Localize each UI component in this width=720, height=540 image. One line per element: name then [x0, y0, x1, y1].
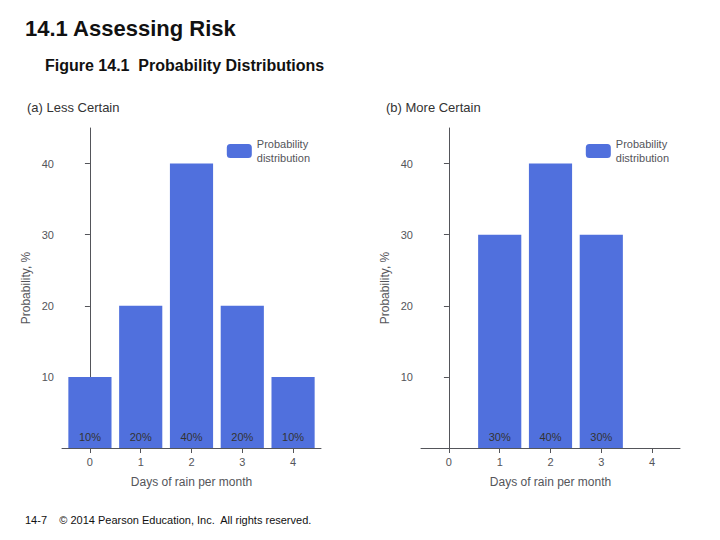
svg-text:0: 0 — [446, 456, 452, 468]
svg-text:(a) Less Certain: (a) Less Certain — [27, 100, 119, 115]
svg-text:20%: 20% — [130, 431, 152, 443]
svg-text:10: 10 — [401, 371, 413, 383]
svg-text:10%: 10% — [79, 431, 101, 443]
svg-text:distribution: distribution — [616, 152, 669, 164]
svg-text:20%: 20% — [231, 431, 253, 443]
svg-text:14-7 © 2014 Pearson Educati: 14-7 © 2014 Pearson Education, Inc. All … — [25, 514, 311, 526]
svg-text:4: 4 — [290, 456, 296, 468]
svg-text:30%: 30% — [489, 431, 511, 443]
svg-text:Figure 14.1 Probability Distr: Figure 14.1 Probability Distributions — [45, 57, 324, 74]
svg-text:40%: 40% — [180, 431, 202, 443]
svg-text:2: 2 — [547, 456, 553, 468]
svg-text:Probability, %: Probability, % — [19, 251, 33, 324]
svg-text:Probability, %: Probability, % — [378, 251, 392, 324]
svg-text:Days of rain per month: Days of rain per month — [490, 475, 611, 489]
svg-text:1: 1 — [497, 456, 503, 468]
svg-text:Probability: Probability — [257, 138, 309, 150]
svg-text:30: 30 — [42, 229, 54, 241]
svg-text:30%: 30% — [590, 431, 612, 443]
svg-text:(b) More Certain: (b) More Certain — [386, 100, 481, 115]
svg-text:Days of rain per month: Days of rain per month — [131, 475, 252, 489]
svg-text:1: 1 — [138, 456, 144, 468]
svg-text:10%: 10% — [282, 431, 304, 443]
svg-text:20: 20 — [401, 300, 413, 312]
svg-text:0: 0 — [87, 456, 93, 468]
svg-text:4: 4 — [649, 456, 655, 468]
svg-text:40%: 40% — [539, 431, 561, 443]
svg-text:2: 2 — [188, 456, 194, 468]
svg-text:distribution: distribution — [257, 152, 310, 164]
svg-text:Probability: Probability — [616, 138, 668, 150]
svg-text:20: 20 — [42, 300, 54, 312]
svg-text:10: 10 — [42, 371, 54, 383]
svg-text:14.1 Assessing Risk: 14.1 Assessing Risk — [25, 16, 237, 41]
svg-text:3: 3 — [598, 456, 604, 468]
svg-text:40: 40 — [42, 158, 54, 170]
svg-text:40: 40 — [401, 158, 413, 170]
svg-text:30: 30 — [401, 229, 413, 241]
svg-text:3: 3 — [239, 456, 245, 468]
